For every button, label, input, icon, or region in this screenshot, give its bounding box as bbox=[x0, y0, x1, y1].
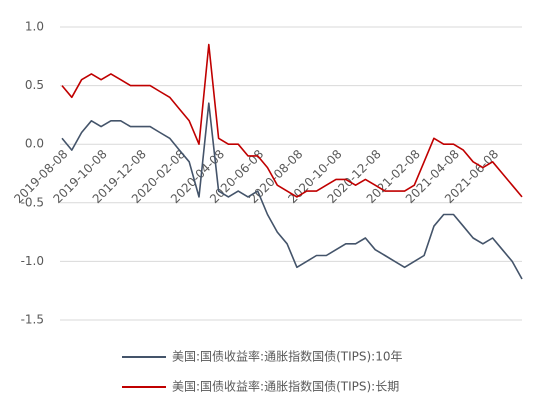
y-tick-label: -0.5 bbox=[21, 195, 44, 209]
y-tick-label: 1.0 bbox=[25, 20, 44, 34]
legend-label: 美国:国债收益率:通胀指数国债(TIPS):长期 bbox=[172, 379, 399, 394]
y-tick-label: -1.0 bbox=[21, 254, 44, 268]
y-tick-label: 0.0 bbox=[25, 137, 44, 151]
series-line bbox=[61, 102, 523, 280]
y-tick-label: -1.5 bbox=[21, 313, 44, 327]
legend-label: 美国:国债收益率:通胀指数国债(TIPS):10年 bbox=[172, 349, 403, 364]
series-line bbox=[61, 43, 523, 198]
y-tick-label: 0.5 bbox=[25, 78, 44, 92]
